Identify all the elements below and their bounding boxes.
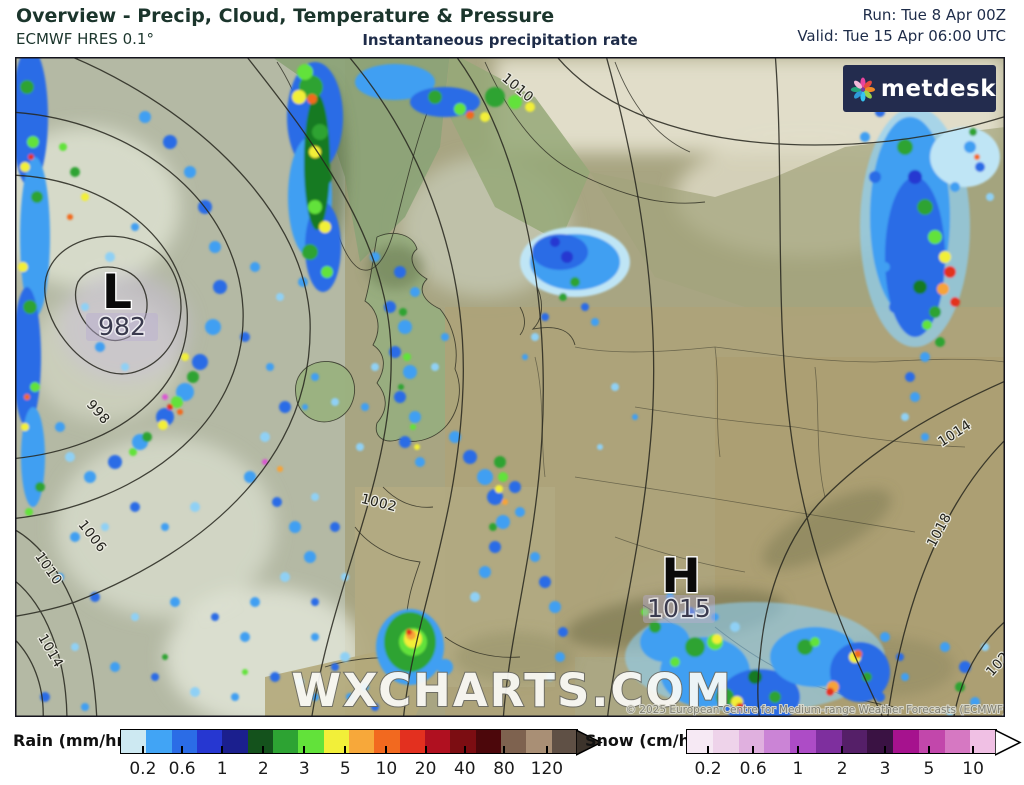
country-borders <box>534 346 1005 573</box>
map-border <box>15 57 1005 717</box>
layer-subtitle: Instantaneous precipitation rate <box>362 31 638 49</box>
metdesk-logo: metdesk <box>843 65 996 112</box>
model-label: ECMWF HRES 0.1° <box>16 30 154 48</box>
run-time: Run: Tue 8 Apr 00Z <box>862 6 1006 24</box>
isobars <box>15 57 1005 717</box>
rain-tick-labels: 0.2 0.6 1 2 3 5 10 20 40 80 120 <box>129 759 564 779</box>
header: Overview - Precip, Cloud, Temperature & … <box>0 0 1024 57</box>
snow-colorbar: 0.2 0.6 1 2 3 5 10 <box>686 728 1022 779</box>
valid-time: Valid: Tue 15 Apr 06:00 UTC <box>797 27 1006 45</box>
snow-colorbar-arrow <box>995 728 1022 756</box>
metdesk-logo-text: metdesk <box>880 75 996 102</box>
rain-legend-label: Rain (mm/hr) <box>13 731 132 750</box>
watermark: WXCHARTS.COM <box>291 664 732 717</box>
page-title: Overview - Precip, Cloud, Temperature & … <box>16 5 555 27</box>
snow-colorbar-segments <box>687 730 996 753</box>
svg-text:982: 982 <box>98 312 146 341</box>
svg-text:H: H <box>661 549 700 604</box>
rain-colorbar-segments <box>121 730 577 753</box>
snow-tick-labels: 0.2 0.6 1 2 3 5 10 <box>694 759 984 779</box>
svg-text:1015: 1015 <box>647 594 711 623</box>
rain-colorbar: 0.2 0.6 1 2 3 5 10 20 40 80 120 <box>120 728 603 779</box>
metdesk-flower-icon <box>850 76 876 102</box>
precipitation-field <box>15 57 1000 717</box>
rain-colorbar-arrow <box>576 728 603 756</box>
legend: Rain (mm/hr) 0.2 0.6 1 2 3 5 10 20 40 80 120 Snow … <box>0 717 1024 785</box>
svg-text:L: L <box>102 265 132 320</box>
weather-map: 1010 998 1002 1006 1010 1014 1014 1018 102 L 982 H… <box>15 57 1005 717</box>
snow-legend-label: Snow (cm/hr) <box>585 731 706 750</box>
copyright-text: © 2025 European Centre for Medium-range … <box>625 704 1005 716</box>
